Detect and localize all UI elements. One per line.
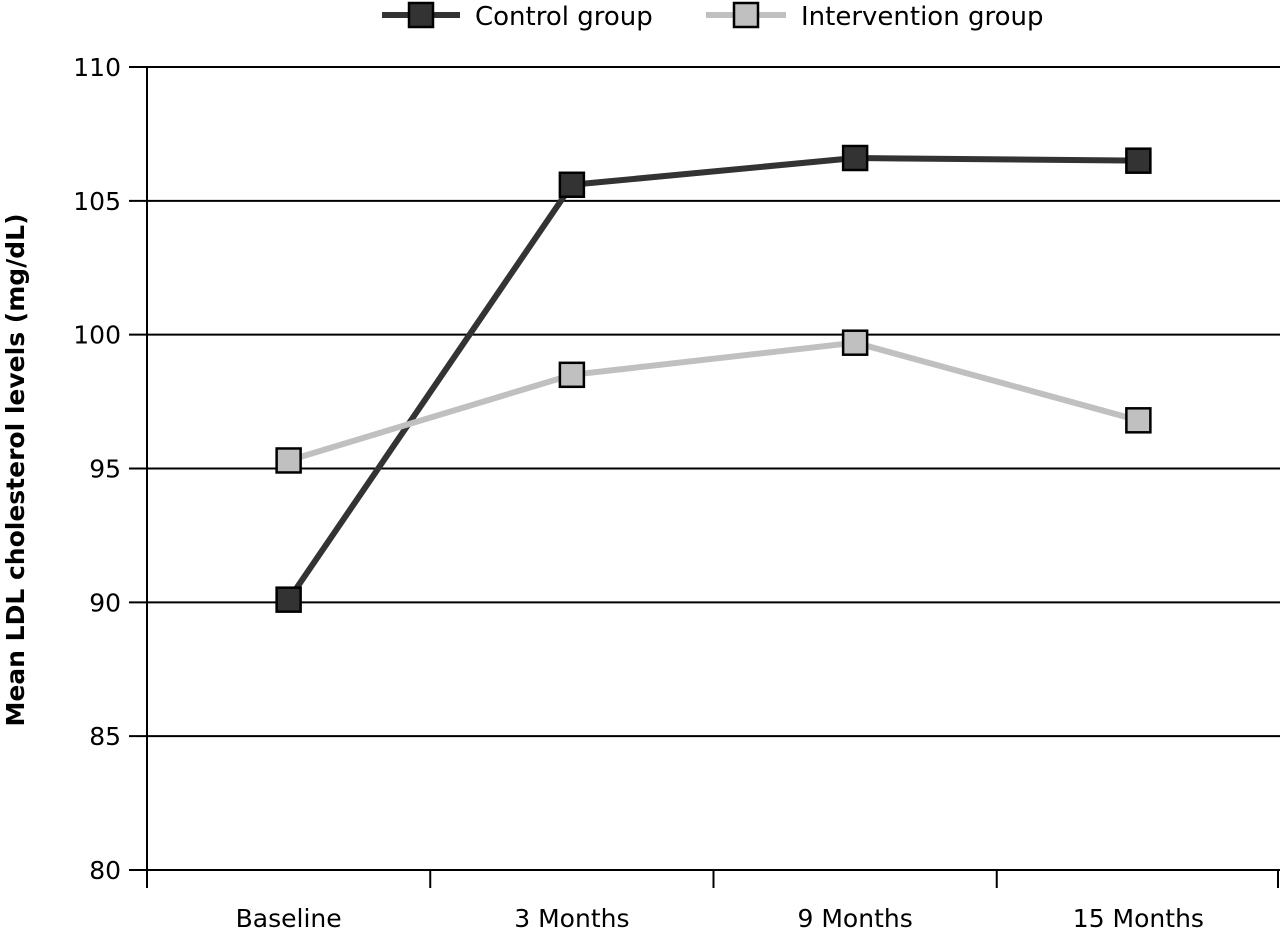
x-axis-tick-labels: Baseline 3 Months 9 Months 15 Months xyxy=(236,904,1204,929)
series-line-1 xyxy=(287,339,1140,464)
y-tick-label: 95 xyxy=(89,455,121,484)
x-tick-label: 9 Months xyxy=(798,904,913,929)
data-point-marker xyxy=(275,447,302,474)
data-point-marker xyxy=(841,144,869,172)
data-point-marker xyxy=(275,586,302,613)
y-axis-tick-labels: 80 85 90 95 100 105 110 xyxy=(73,53,121,885)
legend-marker-0 xyxy=(407,1,435,29)
legend: Control group Intervention group xyxy=(382,1,1043,32)
series-markers xyxy=(275,144,1152,613)
y-tick-label: 80 xyxy=(89,856,121,885)
y-tick-label: 105 xyxy=(73,187,121,216)
x-axis-ticks xyxy=(146,870,1279,888)
gridlines xyxy=(129,66,1280,871)
series-line-0 xyxy=(286,155,1139,602)
y-tick-label: 100 xyxy=(73,321,121,350)
y-axis-title: Mean LDL cholesterol levels (mg/dL) xyxy=(1,213,30,726)
data-point-marker xyxy=(558,171,586,199)
series-lines xyxy=(286,155,1140,602)
data-point-marker xyxy=(1125,407,1152,434)
y-tick-label: 110 xyxy=(73,53,121,82)
data-point-marker xyxy=(558,361,586,389)
x-tick-label: 3 Months xyxy=(514,904,629,929)
data-point-marker xyxy=(1125,147,1152,174)
legend-label-1: Intervention group xyxy=(801,2,1043,32)
y-tick-label: 90 xyxy=(89,588,121,617)
x-tick-label: 15 Months xyxy=(1073,904,1204,929)
x-tick-label: Baseline xyxy=(236,904,342,929)
legend-label-0: Control group xyxy=(475,2,653,32)
y-tick-label: 85 xyxy=(89,722,121,751)
data-point-marker xyxy=(841,329,869,356)
legend-marker-1 xyxy=(732,1,760,29)
